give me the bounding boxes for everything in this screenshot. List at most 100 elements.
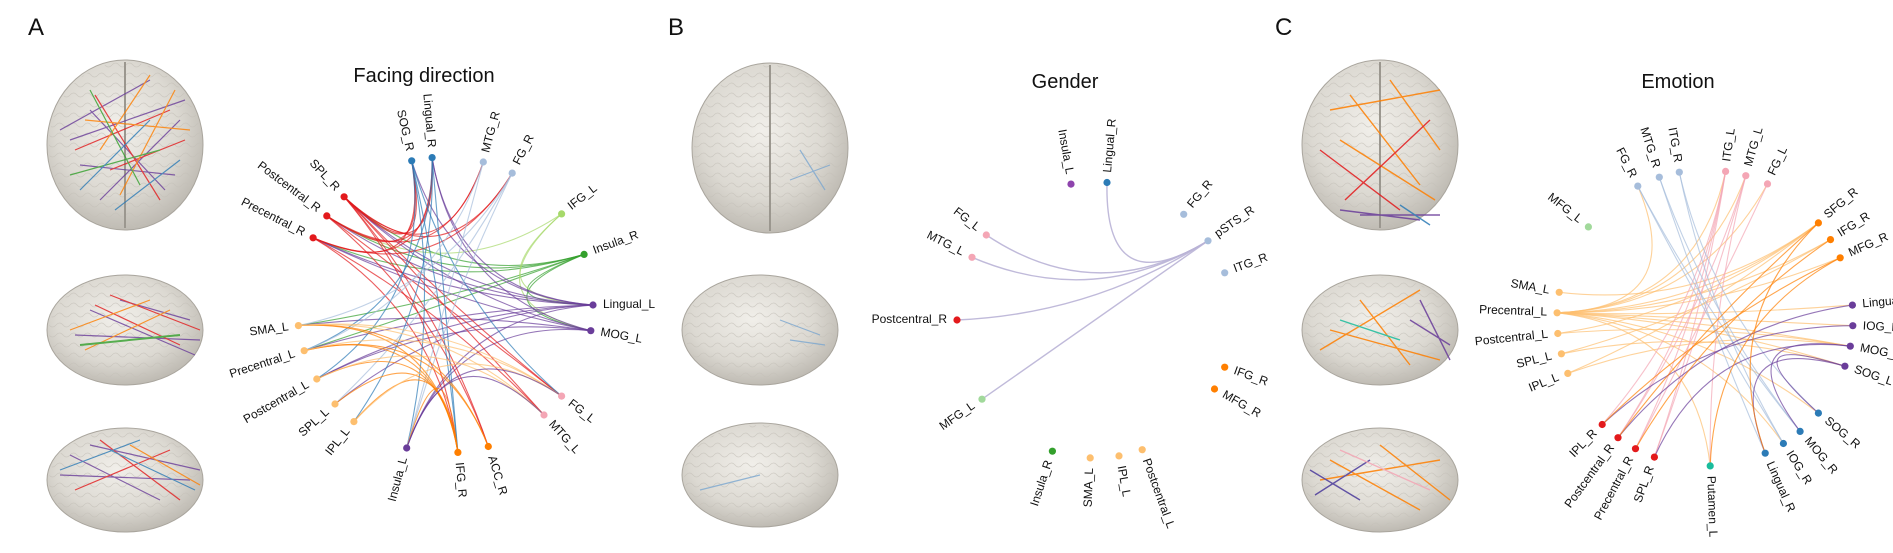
edge-a-ifg-r-insula-l — [406, 387, 459, 453]
node-dot-a-sma-l — [294, 322, 302, 330]
edge-c-sma-l-sfg-r — [1559, 222, 1819, 296]
node-label-c-mtg-l: MTG_L — [1741, 125, 1766, 168]
node-dot-c-mog-r — [1796, 427, 1804, 435]
edge-c-postcentral-l-mog-l — [1557, 328, 1851, 347]
node-label-a-insula-r: Insula_R — [591, 227, 641, 256]
circos-nodes-a: SOG_R Lingual_R MTG_R FG_R IFG_L Insula_R Ling… — [228, 93, 656, 503]
node-label-a-insula-l: Insula_L — [385, 455, 410, 503]
node-label-b-mtg-l: MTG_L — [925, 228, 967, 259]
edge-a-sma-l-fg-l — [298, 323, 562, 397]
node-dot-b-mtg-l — [968, 253, 976, 261]
edge-a-mtg-r-precentral-l — [303, 161, 484, 352]
node-dot-a-ipl-l — [350, 418, 358, 426]
node-dot-c-fg-l — [1763, 180, 1772, 188]
node-dot-a-ifg-l — [558, 210, 566, 218]
node-dot-b-fg-r — [1180, 210, 1188, 218]
circos-nodes-b: Insula_L Lingual_RFG_RpSTS_RITG_RIFG_RMFG… — [872, 118, 1271, 531]
node-dot-c-mtg-l — [1742, 172, 1750, 180]
node-dot-a-sog-r — [408, 157, 416, 165]
edge-a-mog-l-precentral-r — [312, 237, 591, 332]
node-dot-b-insula-l — [1067, 180, 1075, 188]
edge-a-mog-l-sma-l — [298, 317, 591, 332]
edge-a-sog-r-insula-l — [406, 160, 426, 449]
edge-c-ipl-l-mog-l — [1567, 338, 1851, 374]
brain-top-view-a — [46, 59, 204, 231]
node-label-a-spl-l: SPL_L — [296, 405, 332, 440]
node-label-c-spl-l: SPL_L — [1515, 349, 1554, 371]
brain-side-view-c — [1301, 274, 1459, 386]
node-label-b-fg-r: FG_R — [1184, 177, 1216, 211]
node-label-c-iog-r: IOG_R — [1783, 448, 1815, 487]
node-dot-a-spl-r — [340, 193, 348, 201]
brain-top-view-c — [1301, 59, 1459, 231]
node-label-c-sog-l: SOG_L — [1852, 362, 1893, 388]
node-dot-c-sog-r — [1814, 409, 1822, 417]
node-dot-a-lingual-r — [428, 154, 436, 162]
edge-c-sog-l-sog-r — [1776, 354, 1846, 414]
panel-letter-a: A — [28, 14, 44, 41]
node-dot-c-lingual-r — [1761, 449, 1769, 457]
brain-medial-view-c — [1301, 427, 1459, 533]
node-dot-c-mtg-r — [1655, 173, 1663, 181]
node-label-c-ipl-l: IPL_L — [1526, 370, 1561, 395]
edge-c-precentral-l-mog-l — [1557, 312, 1851, 347]
edge-c-precentral-l-fg-r — [1557, 185, 1653, 314]
node-dot-b-sma-l — [1086, 454, 1094, 462]
node-dot-a-fg-l — [558, 392, 566, 400]
node-dot-a-precentral-r — [309, 234, 317, 242]
edge-c-sfg-r-lingual-r — [1749, 222, 1819, 454]
node-dot-a-precentral-l — [300, 347, 308, 355]
node-dot-b-fg-l — [982, 231, 990, 239]
edge-c-itg-l-spl-r — [1653, 171, 1727, 458]
node-label-a-sog-r: SOG_R — [394, 108, 417, 152]
panel-title-c: Emotion — [1641, 71, 1714, 93]
node-label-c-precentral-l: Precentral_L — [1479, 302, 1548, 318]
node-label-c-mfg-r: MFG_R — [1846, 229, 1890, 259]
node-dot-c-postcentral-l — [1554, 329, 1562, 338]
node-dot-a-postcentral-l — [313, 375, 321, 383]
node-label-b-psts-r: pSTS_R — [1212, 202, 1257, 240]
node-dot-c-itg-l — [1722, 167, 1730, 175]
node-label-c-lingual-l: Lingual_L — [1862, 292, 1893, 311]
edge-c-mfg-r-putamen-l — [1709, 257, 1841, 466]
edge-c-sfg-r-postcentral-r — [1617, 222, 1819, 439]
edge-c-ifg-r-precentral-r — [1635, 239, 1831, 449]
edge-c-mfg-r-ipl-r — [1601, 257, 1841, 425]
edge-c-precentral-l-iog-r — [1557, 312, 1784, 444]
node-dot-b-postcentral-r — [953, 316, 961, 324]
node-dot-c-sma-l — [1555, 288, 1563, 296]
node-label-a-spl-r: SPL_R — [307, 156, 343, 194]
edge-c-precentral-l-mfg-r — [1557, 257, 1841, 314]
edge-b-psts-r-mtg-l — [971, 240, 1209, 281]
edge-a-sma-l-mtg-l — [298, 324, 545, 416]
brain-side-view-b — [681, 274, 839, 386]
node-dot-a-insula-l — [403, 444, 411, 452]
node-dot-b-mfg-r — [1210, 385, 1219, 393]
node-dot-a-mtg-r — [479, 158, 487, 166]
node-dot-c-ifg-r — [1826, 236, 1835, 244]
circos-edges-a — [298, 157, 594, 453]
node-label-c-itg-l: ITG_L — [1719, 127, 1738, 162]
node-dot-b-ipl-l — [1115, 452, 1123, 460]
node-dot-c-precentral-r — [1631, 445, 1640, 453]
edge-a-fg-r-insula-l — [406, 172, 513, 449]
node-dot-a-insula-r — [580, 250, 588, 258]
edge-a-insula-r-sma-l — [298, 253, 585, 327]
node-dot-c-mfg-l — [1584, 223, 1592, 231]
edge-a-mog-l-lingual-r — [431, 157, 591, 332]
node-label-a-mtg-r: MTG_R — [478, 109, 502, 154]
node-label-b-insula-r: Insula_R — [1027, 458, 1055, 508]
edge-a-fg-r-spl-l — [334, 172, 513, 405]
edge-c-itg-l-ipl-r — [1601, 171, 1727, 425]
edge-a-precentral-r-mtg-l — [312, 237, 545, 416]
edge-a-mtg-r-insula-l — [406, 161, 484, 449]
node-label-a-ipl-l: IPL_L — [322, 424, 353, 458]
panel-title-b: Gender — [1032, 71, 1099, 93]
edge-c-mog-l-mog-r — [1770, 343, 1851, 432]
node-dot-a-ifg-r — [454, 448, 462, 456]
node-dot-c-ipl-l — [1564, 369, 1572, 377]
edge-a-sog-r-postcentral-l — [316, 160, 416, 380]
node-label-a-lingual-l: Lingual_L — [603, 297, 655, 311]
edge-a-mog-l-spl-r — [343, 196, 591, 332]
